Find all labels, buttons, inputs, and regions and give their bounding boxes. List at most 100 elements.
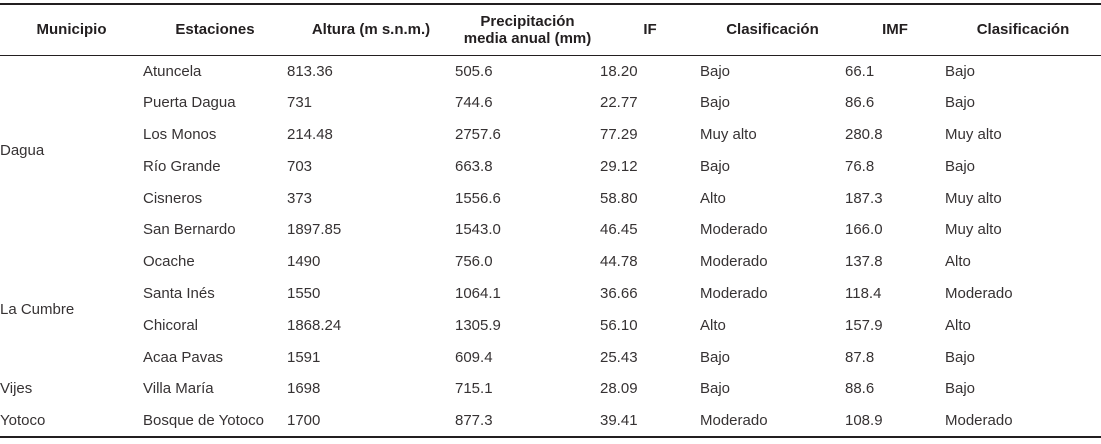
stations-table: Municipio Estaciones Altura (m s.n.m.) P… — [0, 3, 1101, 438]
estacion-cell: Bosque de Yotoco — [143, 411, 264, 429]
clasificacion-imf-cell: Bajo — [945, 62, 976, 80]
altura-cell: 1550 — [287, 284, 321, 302]
altura-cell: 813.36 — [287, 62, 333, 80]
precipitacion-cell: 663.8 — [455, 157, 493, 175]
clasificacion-imf-cell: Bajo — [945, 380, 976, 398]
estacion-cell: Puerta Dagua — [143, 94, 236, 112]
if-cell: 56.10 — [600, 316, 638, 334]
precipitacion-cell: 1543.0 — [455, 221, 501, 239]
table-row: Dagua Atuncela 813.36 505.6 18.20 Bajo 66.1 Baj… — [0, 55, 1101, 160]
clasificacion-if-cell: Moderado — [700, 284, 768, 302]
table-row: La Cumbre Ocache 1490 756.0 44.78 Moderado 137… — [0, 246, 1101, 318]
header-if: IF — [600, 4, 700, 56]
if-cell: 46.45 — [600, 221, 638, 239]
table-row: Puerta Dagua 731 744.6 22.77 Bajo 86.6 Bajo — [0, 87, 1101, 119]
header-altura: Altura (m s.n.m.) — [287, 4, 455, 56]
precipitacion-cell: 744.6 — [455, 94, 493, 112]
clasificacion-if-cell: Bajo — [700, 348, 731, 366]
estacion-cell: Villa María — [143, 380, 214, 398]
precipitacion-cell: 715.1 — [455, 380, 493, 398]
precipitacion-cell: 1064.1 — [455, 284, 501, 302]
estacion-cell: Río Grande — [143, 157, 221, 175]
if-cell: 77.29 — [600, 125, 638, 143]
imf-cell: 76.8 — [845, 157, 875, 175]
imf-cell: 66.1 — [845, 62, 875, 80]
table-row: Santa Inés 1550 1064.1 36.66 Moderado 118.4 Mo… — [0, 278, 1101, 310]
municipio-cell: Yotoco — [0, 411, 46, 429]
estacion-cell: Atuncela — [143, 62, 202, 80]
imf-cell: 87.8 — [845, 348, 875, 366]
imf-cell: 166.0 — [845, 221, 883, 239]
altura-cell: 214.48 — [287, 125, 333, 143]
header-clasificacion-imf: Clasificación — [945, 4, 1101, 56]
header-precipitacion: Precipitación media anual (mm) — [455, 4, 600, 56]
imf-cell: 187.3 — [845, 189, 883, 207]
table-header: Municipio Estaciones Altura (m s.n.m.) P… — [0, 4, 1101, 56]
altura-cell: 1490 — [287, 253, 321, 271]
if-cell: 28.09 — [600, 380, 638, 398]
imf-cell: 88.6 — [845, 380, 875, 398]
precipitacion-cell: 1305.9 — [455, 316, 501, 334]
precipitacion-cell: 2757.6 — [455, 125, 501, 143]
clasificacion-if-cell: Moderado — [700, 221, 768, 239]
estacion-cell: Ocache — [143, 253, 195, 271]
precipitacion-cell: 609.4 — [455, 348, 493, 366]
municipio-cell: La Cumbre — [0, 300, 75, 318]
table-row: Vijes Villa María 1698 715.1 28.09 Bajo 88.6 Ba… — [0, 373, 1101, 405]
if-cell: 18.20 — [600, 62, 638, 80]
table-row: Acaa Pavas 1591 609.4 25.43 Bajo 87.8 Bajo — [0, 341, 1101, 373]
clasificacion-if-cell: Moderado — [700, 411, 768, 429]
table-body: Dagua Atuncela 813.36 505.6 18.20 Bajo 66.1 Baj… — [0, 55, 1101, 437]
altura-cell: 1897.85 — [287, 221, 342, 239]
if-cell: 25.43 — [600, 348, 638, 366]
altura-cell: 1698 — [287, 380, 321, 398]
imf-cell: 108.9 — [845, 411, 883, 429]
header-clasificacion-if: Clasificación — [700, 4, 845, 56]
clasificacion-if-cell: Bajo — [700, 62, 731, 80]
altura-cell: 1868.24 — [287, 316, 342, 334]
precipitacion-cell: 1556.6 — [455, 189, 501, 207]
estacion-cell: Chicoral — [143, 316, 199, 334]
table-row: Los Monos 214.48 2757.6 77.29 Muy alto 280.8 M… — [0, 119, 1101, 151]
imf-cell: 280.8 — [845, 125, 883, 143]
clasificacion-imf-cell: Alto — [945, 316, 971, 334]
imf-cell: 157.9 — [845, 316, 883, 334]
if-cell: 22.77 — [600, 94, 638, 112]
table-row: Río Grande 703 663.8 29.12 Bajo 76.8 Bajo — [0, 150, 1101, 182]
clasificacion-imf-cell: Muy alto — [945, 125, 1002, 143]
altura-cell: 703 — [287, 157, 313, 175]
clasificacion-if-cell: Alto — [700, 316, 726, 334]
header-municipio: Municipio — [0, 4, 143, 56]
clasificacion-imf-cell: Bajo — [945, 157, 976, 175]
estacion-cell: Santa Inés — [143, 284, 215, 302]
header-row: Municipio Estaciones Altura (m s.n.m.) P… — [0, 4, 1101, 56]
clasificacion-imf-cell: Bajo — [945, 94, 976, 112]
clasificacion-imf-cell: Moderado — [945, 284, 1013, 302]
estacion-cell: San Bernardo — [143, 221, 236, 239]
imf-cell: 86.6 — [845, 94, 875, 112]
precipitacion-cell: 756.0 — [455, 253, 493, 271]
altura-cell: 1591 — [287, 348, 321, 366]
table-row: San Bernardo 1897.85 1543.0 46.45 Moderado 16… — [0, 214, 1101, 246]
clasificacion-if-cell: Bajo — [700, 94, 731, 112]
table-row: Yotoco Bosque de Yotoco 1700 877.3 39.41 Mode… — [0, 405, 1101, 437]
table-row: Chicoral 1868.24 1305.9 56.10 Alto 157.9 Alto — [0, 309, 1101, 341]
clasificacion-imf-cell: Muy alto — [945, 221, 1002, 239]
altura-cell: 373 — [287, 189, 313, 207]
municipio-cell: Dagua — [0, 142, 45, 160]
clasificacion-imf-cell: Bajo — [945, 348, 976, 366]
if-cell: 39.41 — [600, 411, 638, 429]
municipio-cell: Vijes — [0, 380, 33, 398]
clasificacion-if-cell: Alto — [700, 189, 726, 207]
if-cell: 58.80 — [600, 189, 638, 207]
if-cell: 29.12 — [600, 157, 638, 175]
estacion-cell: Los Monos — [143, 125, 217, 143]
clasificacion-if-cell: Moderado — [700, 253, 768, 271]
altura-cell: 1700 — [287, 411, 321, 429]
imf-cell: 137.8 — [845, 253, 883, 271]
estacion-cell: Acaa Pavas — [143, 348, 224, 366]
altura-cell: 731 — [287, 94, 313, 112]
estacion-cell: Cisneros — [143, 189, 203, 207]
table-row: Cisneros 373 1556.6 58.80 Alto 187.3 Muy alto — [0, 182, 1101, 214]
